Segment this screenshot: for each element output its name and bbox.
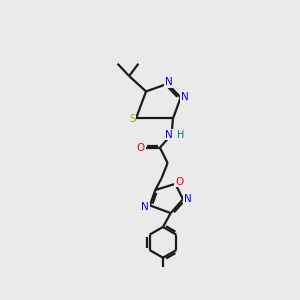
Text: O: O [175,176,183,187]
Text: O: O [136,143,145,153]
Text: N: N [164,77,172,87]
Text: N: N [164,130,172,140]
Text: S: S [129,114,136,124]
Text: H: H [177,130,184,140]
Text: N: N [184,194,191,204]
Text: N: N [181,92,188,102]
Text: N: N [141,202,149,212]
